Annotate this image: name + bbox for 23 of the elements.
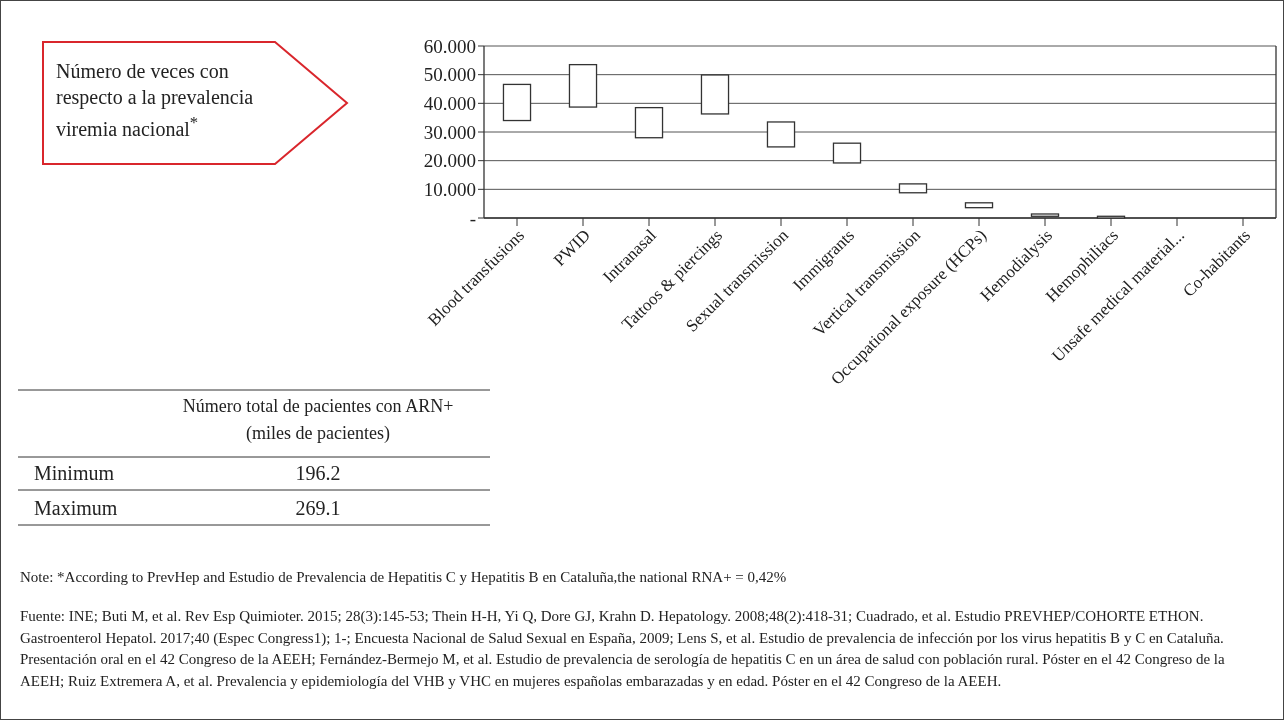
bar	[898, 183, 928, 194]
y-tick-label: 10.000	[423, 178, 476, 200]
text: Maximum	[34, 497, 118, 519]
bar	[502, 83, 532, 122]
y-tick-label: 20.000	[423, 150, 476, 172]
y-tick-label: 40.000	[423, 92, 476, 114]
bar	[568, 63, 598, 108]
y-tick-label: 60.000	[423, 35, 476, 57]
bar	[634, 106, 664, 139]
text: Note: *According to PrevHep and Estudio de Prevalencia de Hepatitis C y Hepatitis B en Cataluña,the national RNA+ = 0,42%	[20, 569, 787, 585]
bar	[700, 74, 730, 115]
bar	[964, 202, 994, 209]
text: Minimum	[34, 462, 115, 484]
y-tick-label: 30.000	[423, 121, 476, 143]
text: 196.2	[295, 462, 341, 484]
y-tick-label: -	[469, 207, 476, 229]
text: Número total de pacientes con ARN+ (miles de pacientes)	[181, 395, 455, 445]
text: Número de veces con respecto a la prevalencia viremia nacional$^{*}$	[56, 59, 255, 142]
bar	[832, 142, 862, 164]
bar	[766, 121, 796, 148]
source-note: Fuente: INE; Buti M, et al. Rev Esp Quimioter. 2015; 28(3):145-53; Thein H-H, Yi Q, Dore GJ, Krahn D. Hepatology. 2008;48(2):418-31; Cuadrado, et al. Estudio PREVHEP/COHORTE ETHON. Gastroenterol Hepatol. 2017;40 (Espec Congress1); 1-; Encuesta Nacional de Salud Sexual en España, 2009; Lens S, et al. Estudio de prevalencia de infección por los virus hepatitis B y C en Cataluña. Presentación oral en el 42 Congreso de la AEEH; Fernández-Bermejo M, et al. Estudio de prevalencia de serología de hepatitis C en un área de salud con población rural. Póster en el 42 Congreso de la AEEH; Ruiz Extremera A, et al. Prevalencia y epidemiología del VHB y VHC en mujeres españolas embarazadas y en edad. Póster en el 42 Congreso de la AEEH.	[20, 607, 1226, 691]
text: 269.1	[295, 497, 341, 519]
y-tick-label: 50.000	[423, 64, 476, 86]
